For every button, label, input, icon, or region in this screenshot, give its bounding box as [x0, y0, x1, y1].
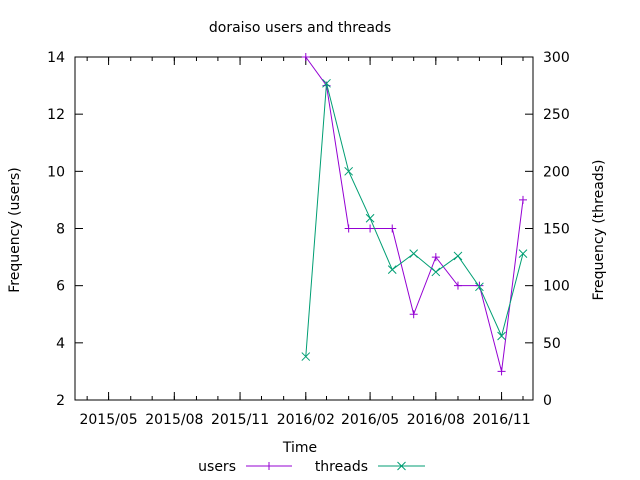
- x-tick-label: 2016/11: [472, 412, 530, 428]
- axis-ticks: 2 4 6 8 10 12 14 0 50 100 150 200 250 300 2015/05 2015/…: [47, 50, 570, 428]
- y-right-tick-label: 250: [543, 107, 570, 123]
- data-point-users: [431, 253, 440, 262]
- y-left-tick-label: 14: [47, 50, 65, 66]
- x-tick-label: 2016/08: [407, 412, 465, 428]
- data-point-threads: [387, 265, 397, 275]
- x-axis-label: Time: [282, 440, 317, 456]
- data-point-users: [301, 53, 310, 61]
- x-tick-label: 2015/08: [145, 412, 203, 428]
- data-point-threads: [453, 251, 463, 261]
- data-point-users: [518, 195, 527, 204]
- data-point-threads: [301, 352, 311, 361]
- data-point-threads: [344, 166, 354, 176]
- data-point-users: [409, 310, 418, 319]
- y-right-tick-label: 300: [543, 50, 570, 66]
- x-tick-label: 2016/05: [341, 412, 399, 428]
- data-point-users: [388, 224, 397, 233]
- data-point-threads: [497, 331, 506, 341]
- series-users: [301, 53, 527, 376]
- series-group: [301, 53, 528, 376]
- x-tick-label: 2016/02: [277, 412, 335, 428]
- data-point-users: [475, 281, 484, 290]
- y-left-tick-label: 6: [56, 279, 65, 295]
- y-axis-left-label: Frequency (users): [7, 167, 23, 293]
- y-left-tick-label: 10: [47, 164, 65, 180]
- data-point-threads: [365, 213, 375, 223]
- x-tick-label: 2015/11: [211, 412, 269, 428]
- data-point-threads: [475, 282, 484, 292]
- y-right-tick-label: 150: [543, 222, 570, 238]
- legend-marker-users: [265, 462, 273, 470]
- y-left-tick-label: 12: [47, 107, 65, 123]
- legend-label-users: users: [198, 459, 236, 475]
- data-point-users: [344, 224, 353, 233]
- data-point-threads: [518, 249, 528, 259]
- data-point-threads: [322, 78, 331, 88]
- y-left-tick-label: 8: [56, 222, 65, 238]
- data-point-threads: [409, 249, 419, 259]
- data-point-users: [453, 281, 462, 290]
- y-right-tick-label: 50: [543, 336, 561, 352]
- legend-label-threads: threads: [315, 459, 368, 475]
- x-tick-label: 2015/05: [79, 412, 137, 428]
- y-left-tick-label: 4: [56, 336, 65, 352]
- series-threads: [301, 78, 528, 361]
- data-point-users: [497, 367, 506, 376]
- legend-marker-threads: [397, 461, 406, 471]
- y-right-tick-label: 200: [543, 164, 570, 180]
- data-point-users: [366, 224, 375, 233]
- data-point-threads: [431, 267, 441, 277]
- y-right-tick-label: 0: [543, 393, 552, 409]
- legend: users threads: [198, 459, 425, 475]
- y-right-tick-label: 100: [543, 279, 570, 295]
- y-axis-right-label: Frequency (threads): [591, 160, 607, 301]
- chart-title: doraiso users and threads: [209, 20, 391, 36]
- y-left-tick-label: 2: [56, 393, 65, 409]
